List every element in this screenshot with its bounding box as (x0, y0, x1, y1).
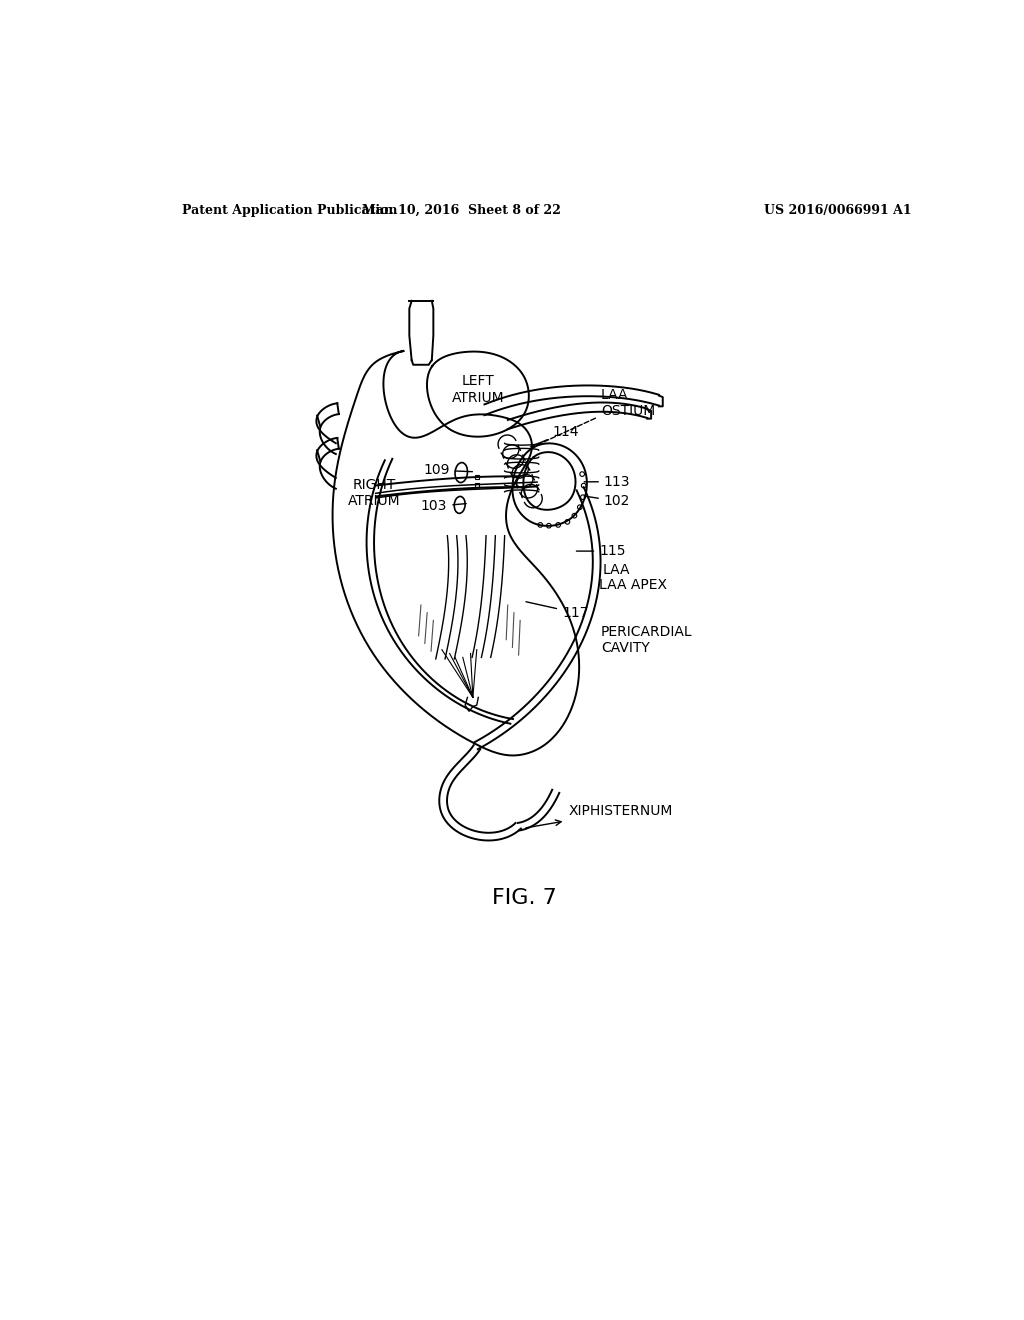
Text: 103: 103 (421, 499, 466, 513)
Text: LAA: LAA (602, 564, 630, 577)
Text: FIG. 7: FIG. 7 (493, 887, 557, 908)
Text: Patent Application Publication: Patent Application Publication (182, 205, 397, 218)
Text: PERICARDIAL
CAVITY: PERICARDIAL CAVITY (601, 624, 692, 655)
Text: LEFT
ATRIUM: LEFT ATRIUM (452, 375, 505, 404)
Text: US 2016/0066991 A1: US 2016/0066991 A1 (764, 205, 911, 218)
Bar (475, 475, 478, 479)
Text: XIPHISTERNUM: XIPHISTERNUM (526, 804, 673, 828)
Text: 117: 117 (526, 602, 589, 619)
Text: LAA APEX: LAA APEX (599, 578, 668, 591)
Text: RIGHT
ATRIUM: RIGHT ATRIUM (348, 478, 400, 508)
Bar (475, 483, 478, 487)
Text: Mar. 10, 2016  Sheet 8 of 22: Mar. 10, 2016 Sheet 8 of 22 (361, 205, 561, 218)
Text: LAA
OSTIUM: LAA OSTIUM (537, 388, 655, 445)
Text: 114: 114 (530, 425, 580, 447)
Text: 115: 115 (577, 544, 626, 558)
Text: 113: 113 (584, 475, 631, 488)
Text: 102: 102 (584, 494, 630, 508)
Text: 109: 109 (423, 463, 472, 478)
